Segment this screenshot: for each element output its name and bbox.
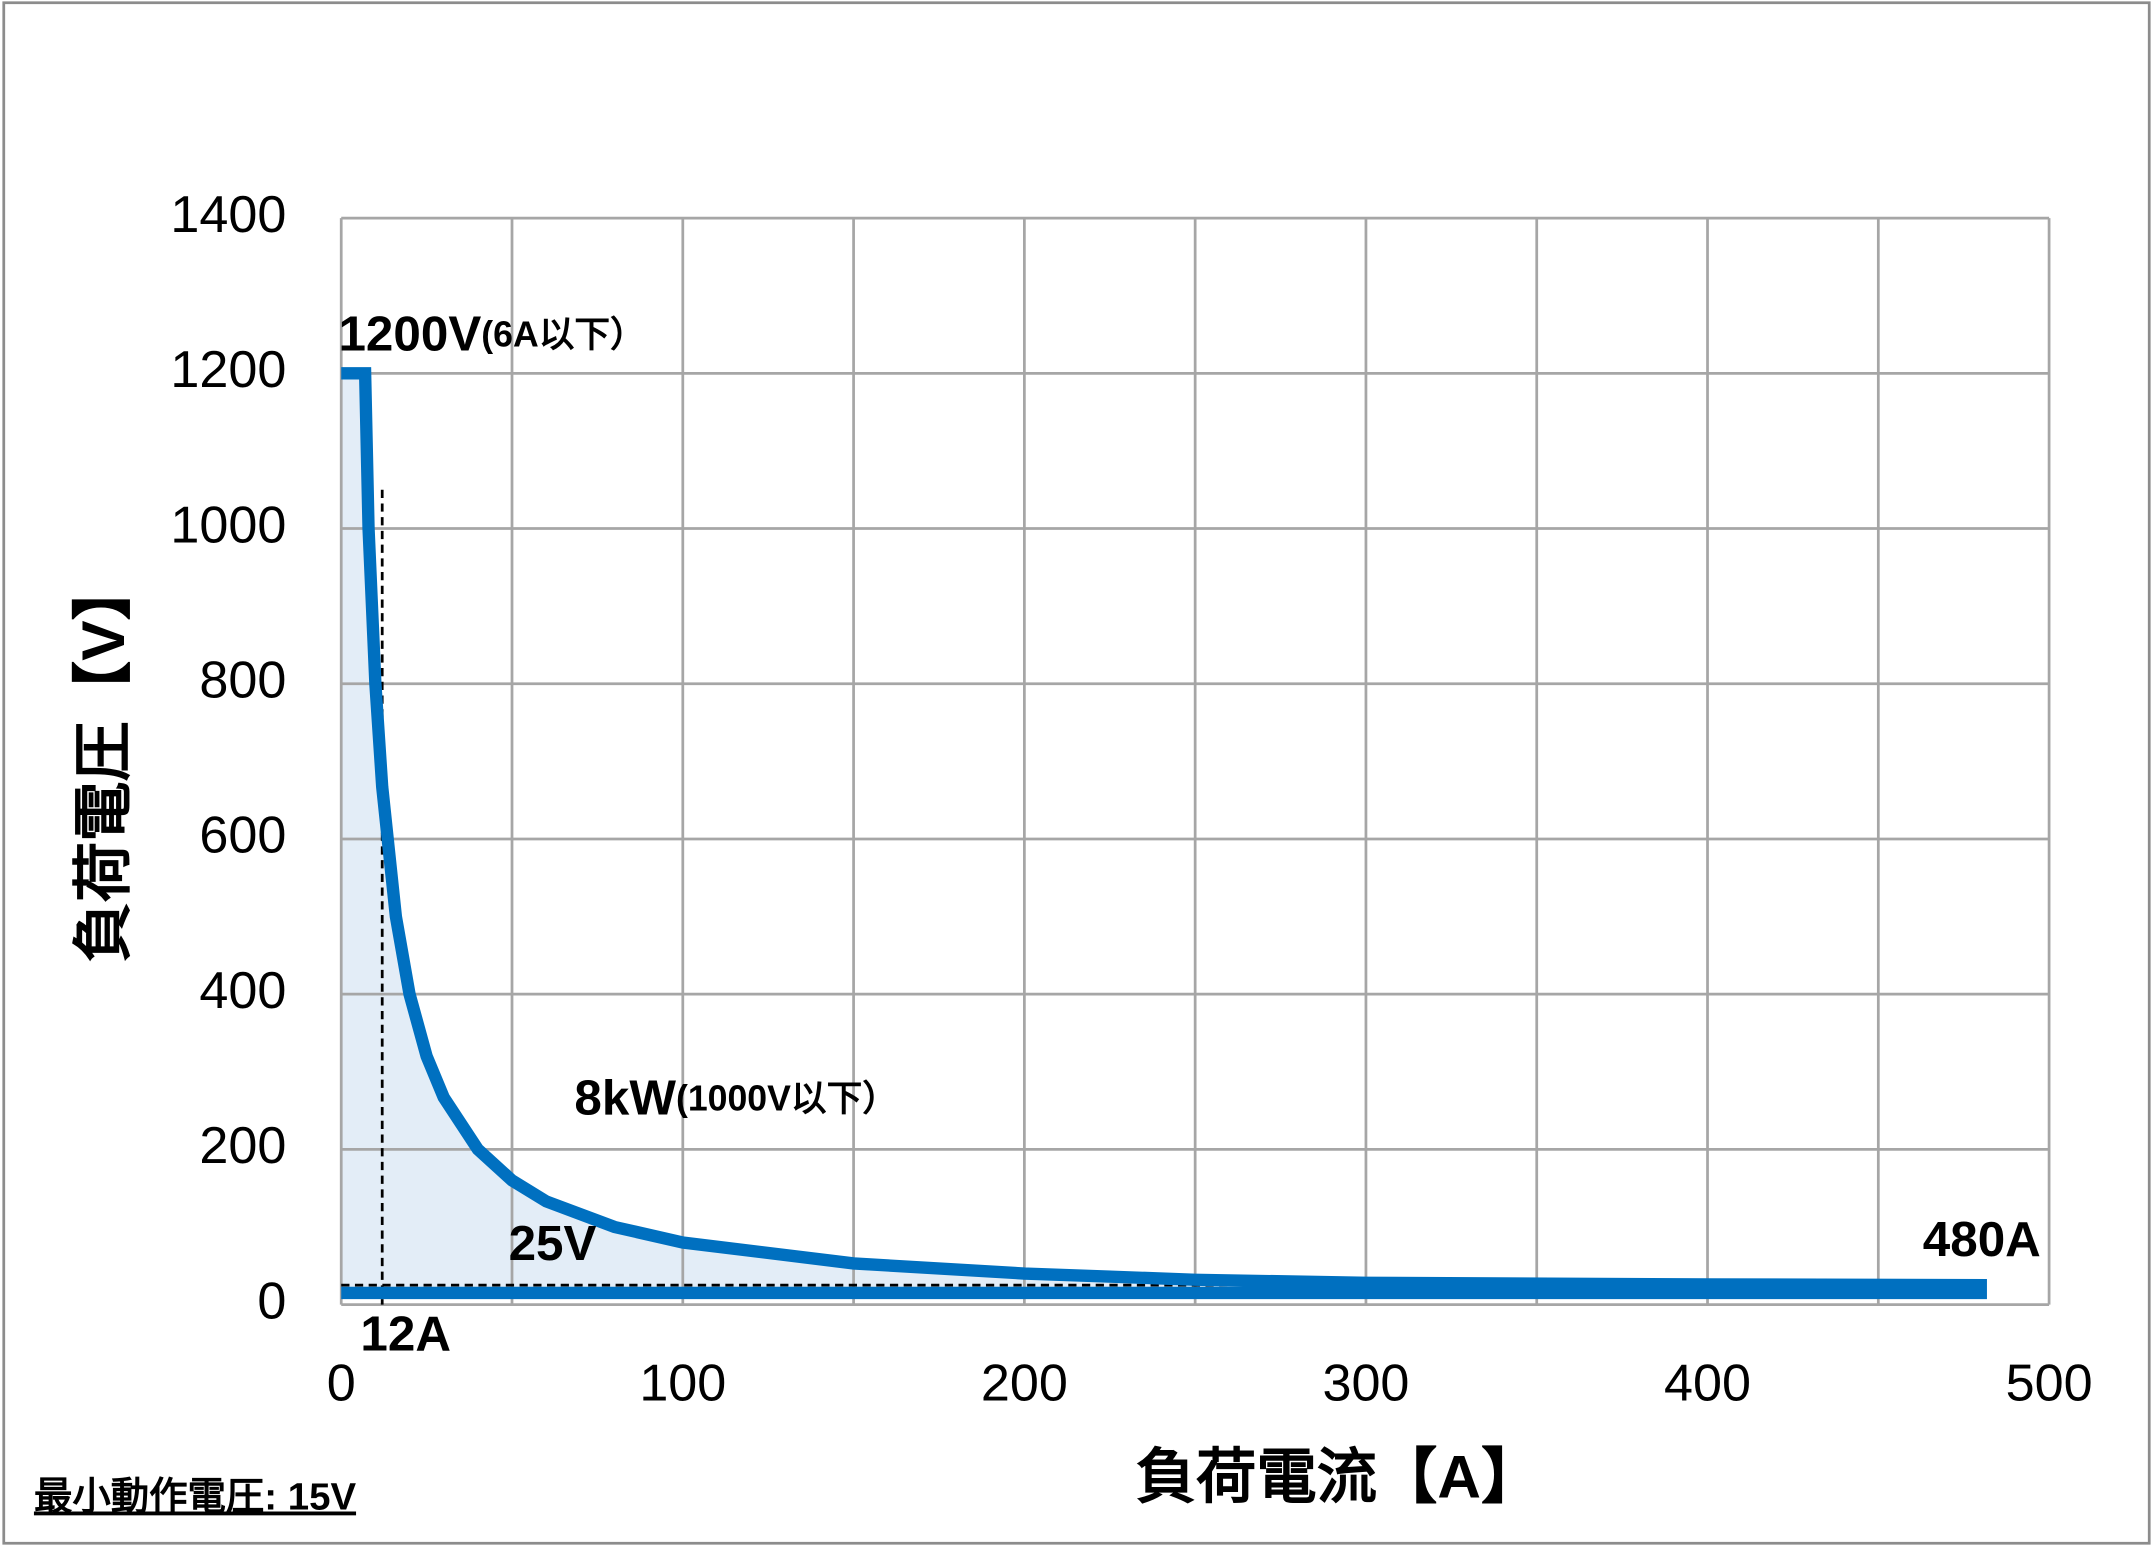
annotation-main: 1200V <box>338 307 481 362</box>
x-tick-label: 300 <box>1322 1355 1409 1413</box>
x-tick-label: 200 <box>981 1355 1068 1413</box>
annotation: 1200V(6A以下） <box>338 307 645 362</box>
y-tick-label: 400 <box>199 962 286 1020</box>
y-tick-label: 600 <box>199 807 286 865</box>
x-axis-label: 負荷電流【A】 <box>1136 1442 1542 1510</box>
annotation-note: (6A以下） <box>481 315 645 355</box>
annotation: 12A <box>360 1307 451 1362</box>
area <box>341 373 1981 1293</box>
annotation: 25V <box>509 1216 597 1271</box>
y-tick-label: 1200 <box>170 341 286 399</box>
y-tick-label: 1000 <box>170 496 286 554</box>
y-tick-label: 1400 <box>170 186 286 244</box>
footnote: 最小動作電圧: 15V <box>34 1476 356 1519</box>
series-line <box>341 367 1987 1300</box>
annotation-main: 25V <box>509 1216 597 1271</box>
annotation-main: 8kW <box>574 1071 676 1126</box>
annotation-main: 480A <box>1923 1212 2041 1267</box>
annotation: 8kW(1000V以下） <box>574 1071 897 1126</box>
x-tick-label: 0 <box>327 1355 356 1413</box>
x-tick-label: 400 <box>1664 1355 1751 1413</box>
annotation: 480A <box>1923 1212 2041 1267</box>
y-tick-label: 200 <box>199 1117 286 1175</box>
y-tick-label: 800 <box>199 652 286 710</box>
x-tick-label: 100 <box>639 1355 726 1413</box>
y-tick-label: 0 <box>257 1272 286 1330</box>
annotation-main: 12A <box>360 1307 451 1362</box>
x-tick-label: 500 <box>2006 1355 2093 1413</box>
y-axis-label: 負荷電圧【V】 <box>69 560 137 962</box>
annotation-note: (1000V以下） <box>676 1079 898 1119</box>
